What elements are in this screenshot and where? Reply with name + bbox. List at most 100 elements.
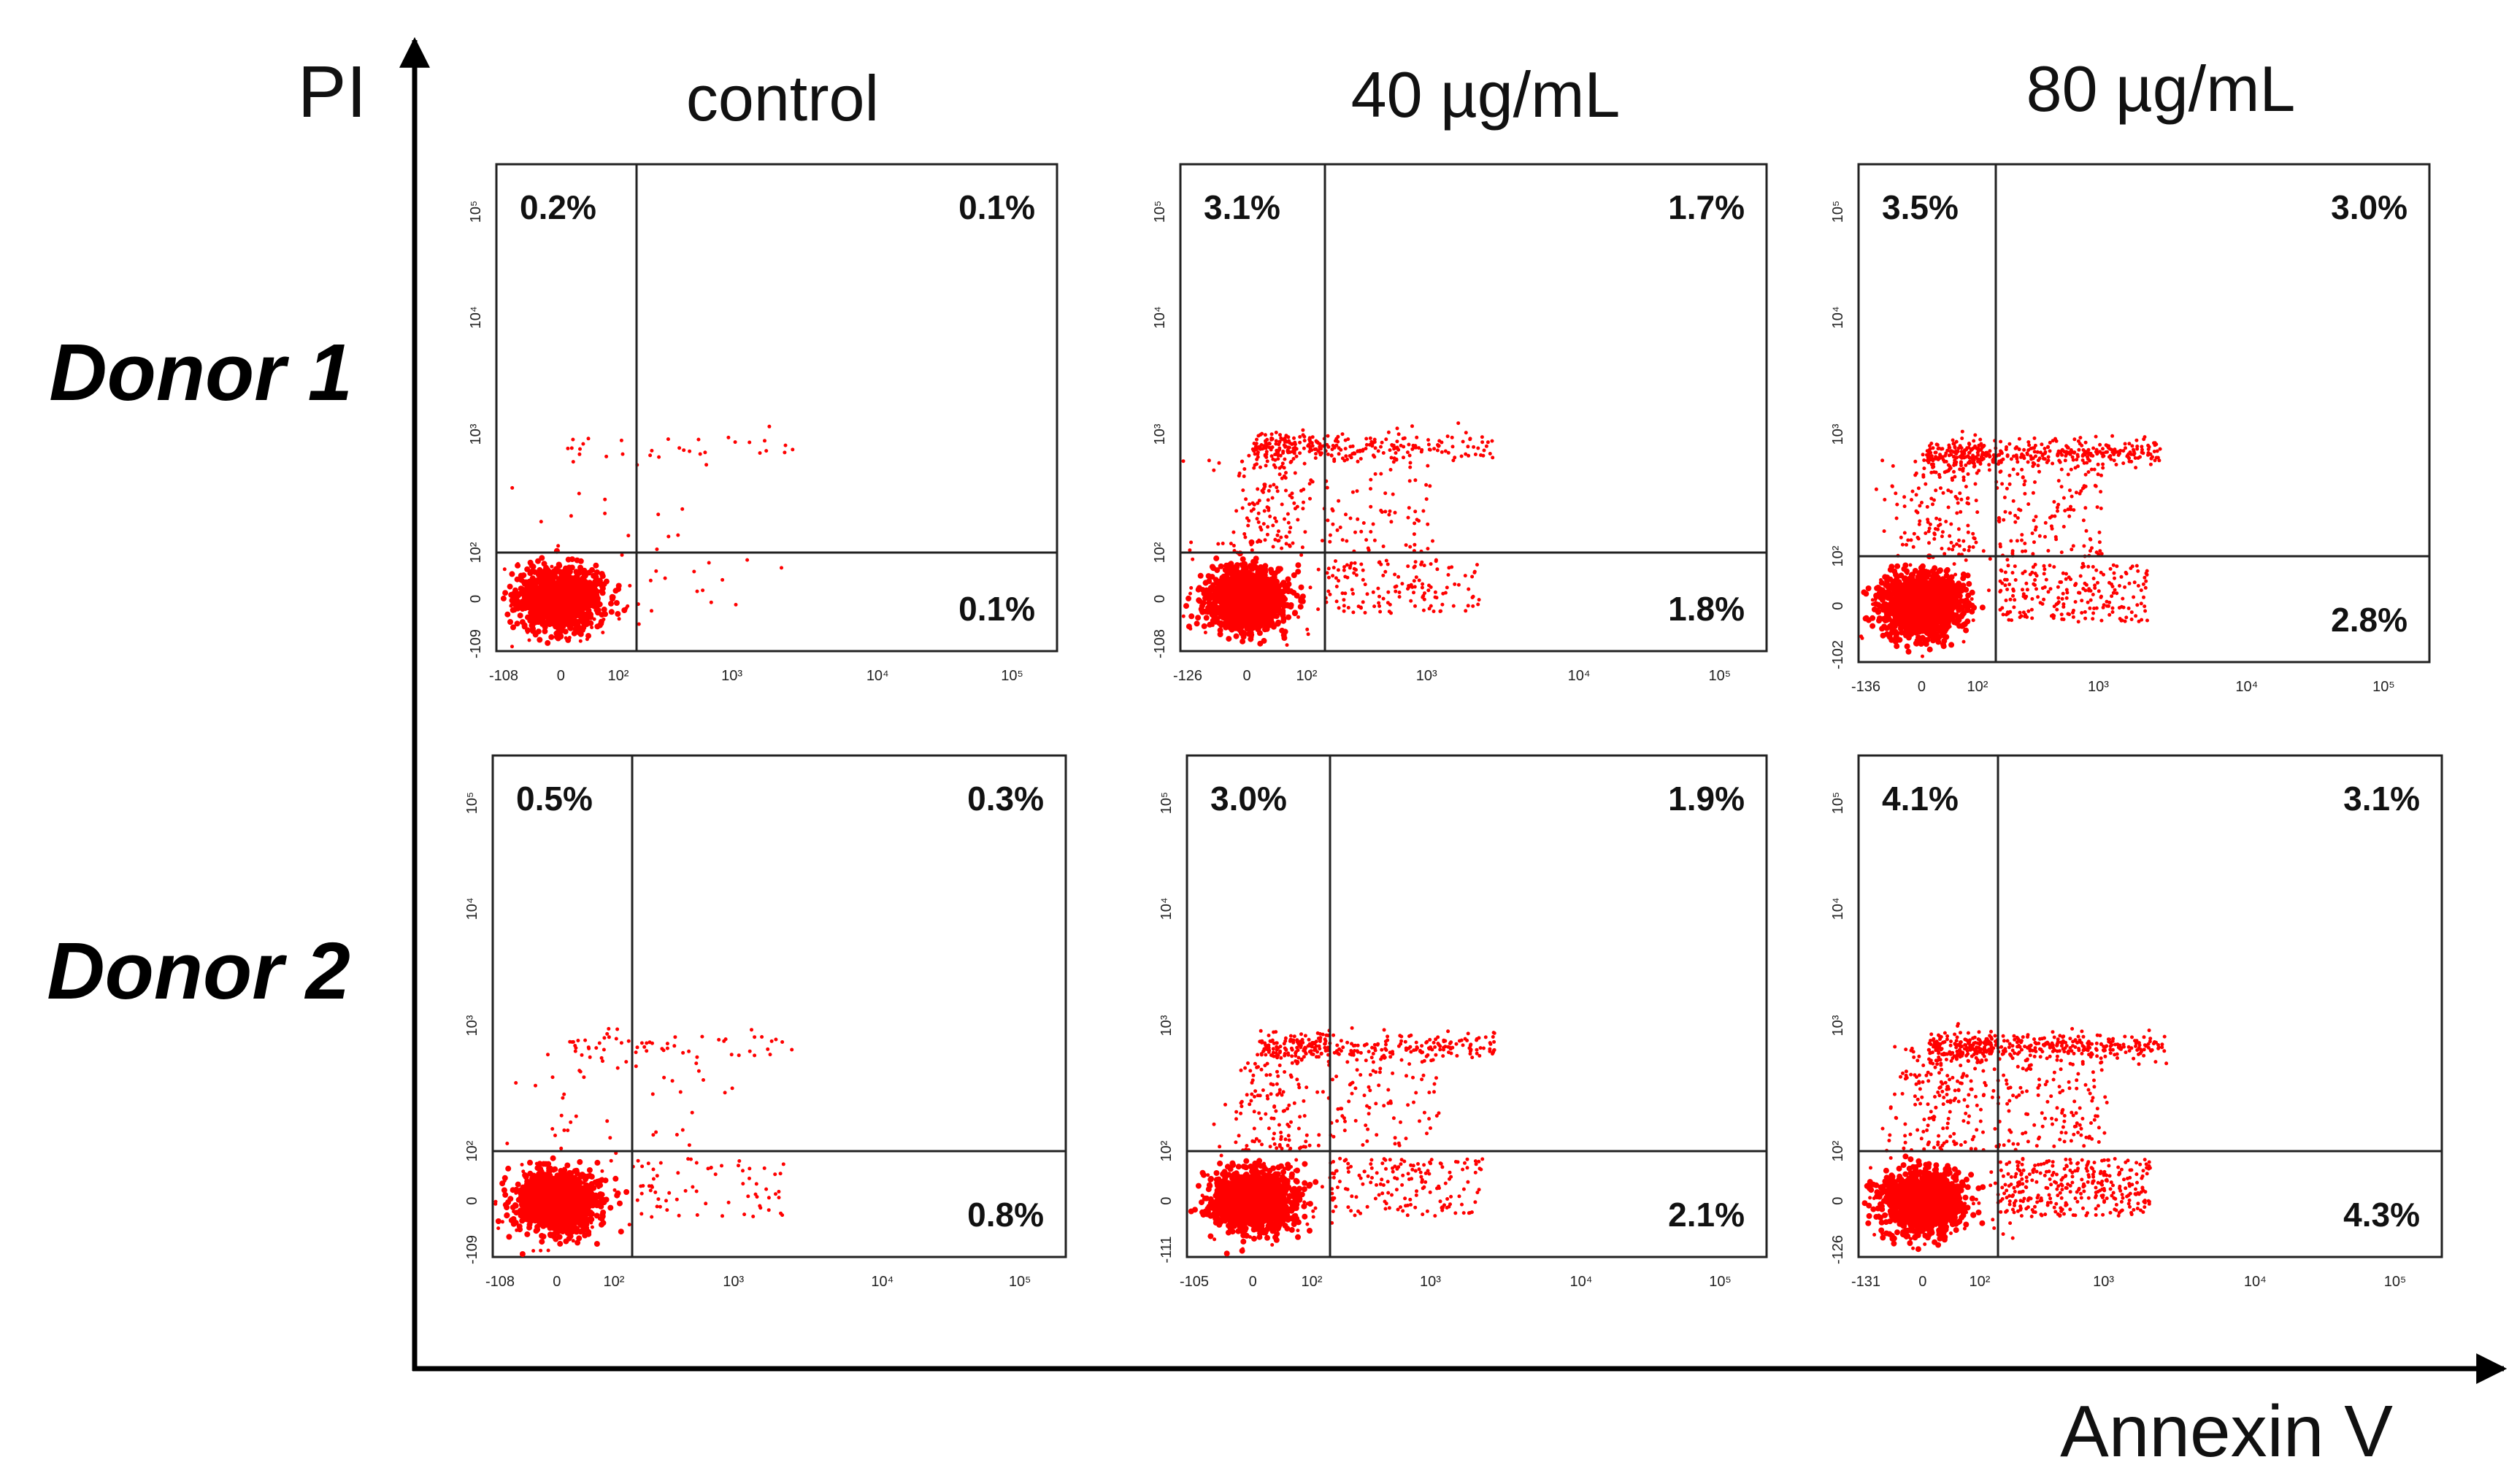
event-dot [1256, 434, 1261, 438]
event-dot [1988, 557, 1992, 561]
event-dot [1351, 591, 1355, 596]
event-dot [571, 437, 575, 442]
event-dot [1860, 636, 1864, 640]
event-dot [556, 544, 561, 548]
x-tick-label: 10² [1296, 668, 1318, 684]
event-dot [502, 590, 509, 596]
event-dot [1925, 504, 1929, 509]
event-dot [1920, 637, 1924, 641]
event-dot [1247, 453, 1251, 458]
event-dot [1231, 544, 1236, 547]
event-dot [1472, 445, 1476, 449]
event-dot [1937, 472, 1941, 477]
event-dot [1239, 562, 1243, 566]
event-dot [1948, 604, 1955, 611]
event-dot [1389, 611, 1393, 615]
event-dot [1337, 499, 1341, 503]
event-dot [1381, 545, 1386, 548]
event-dot [1253, 452, 1257, 456]
event-dot [1307, 482, 1312, 486]
event-dot [538, 586, 542, 591]
event-dot [1948, 642, 1955, 648]
event-dot [529, 568, 535, 574]
event-dot [1379, 445, 1383, 449]
event-dot [1888, 590, 1892, 594]
event-dot [1284, 534, 1288, 539]
event-dot [1249, 509, 1253, 513]
event-dot [550, 618, 557, 624]
event-dot [1273, 516, 1277, 520]
event-dot [1910, 583, 1914, 587]
event-dot [2005, 558, 2010, 562]
event-dot [1466, 445, 1470, 449]
event-dot [1340, 538, 1345, 542]
event-dot [1330, 447, 1334, 451]
event-dot [1248, 613, 1252, 617]
event-dot [1381, 573, 1386, 577]
event-dot [707, 561, 711, 565]
event-dot [1203, 615, 1210, 621]
event-dot [1277, 446, 1282, 450]
event-dot [1946, 581, 1953, 588]
event-dot [1372, 604, 1377, 609]
event-dot [1436, 443, 1440, 447]
event-dot [1394, 451, 1398, 455]
event-dot [603, 511, 607, 515]
event-dot [1284, 434, 1288, 438]
event-dot [1356, 517, 1360, 521]
event-dot [1365, 592, 1369, 596]
event-dot [704, 463, 709, 467]
x-tick-label: 10⁵ [1001, 668, 1023, 684]
event-dot [1372, 538, 1377, 542]
event-dot [539, 555, 545, 561]
event-dot [1905, 623, 1910, 627]
event-dot [663, 576, 667, 580]
event-dot [510, 485, 515, 490]
event-dot [1350, 588, 1354, 592]
event-dot [1386, 562, 1390, 566]
event-dot [1948, 449, 1953, 453]
event-dot [1414, 445, 1418, 450]
event-dot [1964, 485, 1968, 489]
event-dot [1196, 597, 1202, 604]
event-dot [1263, 433, 1267, 437]
event-dot [1226, 620, 1233, 627]
event-dot [569, 446, 574, 450]
event-dot [1238, 595, 1242, 599]
event-dot [1302, 461, 1307, 466]
event-dot [1240, 638, 1246, 645]
event-dot [1451, 604, 1456, 608]
event-dot [577, 452, 582, 456]
event-dot [1238, 601, 1242, 605]
event-dot [527, 638, 531, 642]
event-dot [538, 574, 545, 580]
event-dot [1421, 608, 1426, 612]
event-dot [1250, 635, 1254, 639]
event-dot [571, 630, 577, 637]
event-dot [581, 442, 585, 446]
event-dot [580, 591, 587, 597]
event-dot [1256, 501, 1260, 505]
event-dot [1342, 598, 1346, 602]
event-dot [1396, 447, 1400, 451]
event-dot [1384, 558, 1388, 563]
event-dot [1280, 461, 1285, 466]
event-dot [583, 615, 590, 622]
event-dot [1240, 556, 1246, 563]
event-dot [1261, 601, 1267, 608]
event-dot [1280, 546, 1284, 550]
event-dot [599, 588, 605, 594]
event-dot [1956, 450, 1960, 453]
event-dot [502, 567, 507, 572]
event-dot [1408, 465, 1413, 469]
event-dot [1897, 582, 1903, 588]
event-dot [1908, 563, 1913, 567]
event-dot [1202, 580, 1209, 586]
event-dot [1326, 445, 1331, 449]
event-dot [1953, 458, 1957, 463]
event-dot [1947, 443, 1951, 447]
x-tick-label: 10⁵ [1708, 668, 1731, 684]
event-dot [1269, 584, 1275, 591]
event-dot [540, 623, 545, 627]
event-dot [535, 628, 542, 635]
